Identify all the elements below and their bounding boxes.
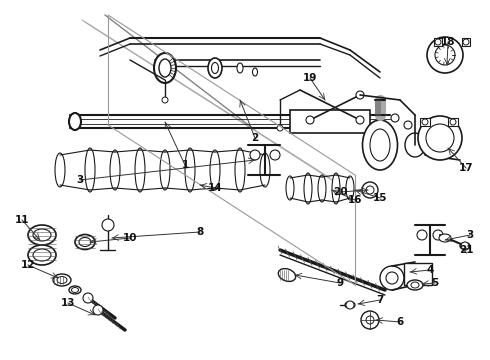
Text: 6: 6 — [396, 317, 404, 327]
Ellipse shape — [33, 249, 51, 261]
Text: 1: 1 — [181, 160, 189, 170]
Circle shape — [463, 39, 469, 45]
Ellipse shape — [332, 173, 340, 204]
Ellipse shape — [154, 53, 176, 83]
Ellipse shape — [439, 234, 451, 242]
Text: 4: 4 — [426, 265, 434, 275]
Circle shape — [356, 91, 364, 99]
Circle shape — [426, 124, 454, 152]
Text: 9: 9 — [337, 278, 343, 288]
Text: 17: 17 — [459, 163, 473, 173]
Ellipse shape — [69, 113, 81, 130]
Circle shape — [270, 150, 280, 160]
Ellipse shape — [53, 274, 71, 286]
Ellipse shape — [278, 269, 295, 282]
Ellipse shape — [411, 282, 419, 288]
Text: 16: 16 — [348, 195, 362, 205]
Circle shape — [386, 272, 398, 284]
Text: 14: 14 — [208, 183, 222, 193]
Ellipse shape — [159, 59, 171, 77]
Ellipse shape — [237, 63, 243, 73]
Circle shape — [102, 219, 114, 231]
Circle shape — [433, 230, 443, 240]
Ellipse shape — [72, 288, 78, 292]
Circle shape — [435, 45, 455, 65]
Ellipse shape — [28, 245, 56, 265]
Ellipse shape — [75, 234, 95, 249]
Text: 15: 15 — [373, 193, 387, 203]
Ellipse shape — [212, 63, 219, 73]
Text: 19: 19 — [303, 73, 317, 83]
Ellipse shape — [110, 150, 120, 190]
Ellipse shape — [185, 148, 195, 192]
Text: 12: 12 — [21, 260, 35, 270]
Text: 11: 11 — [15, 215, 29, 225]
Bar — [434, 38, 442, 46]
Circle shape — [380, 266, 404, 290]
Ellipse shape — [210, 150, 220, 190]
Circle shape — [450, 119, 456, 125]
Text: 7: 7 — [376, 295, 384, 305]
Circle shape — [250, 150, 260, 160]
Text: 20: 20 — [333, 187, 347, 197]
Ellipse shape — [235, 148, 245, 192]
Circle shape — [361, 311, 379, 329]
Text: 5: 5 — [431, 278, 439, 288]
Text: 8: 8 — [196, 227, 204, 237]
Ellipse shape — [304, 173, 312, 204]
Ellipse shape — [160, 150, 170, 190]
Text: 13: 13 — [61, 298, 75, 308]
Circle shape — [306, 116, 314, 124]
Ellipse shape — [33, 229, 51, 241]
Ellipse shape — [260, 153, 270, 187]
Bar — [290, 110, 370, 133]
Ellipse shape — [252, 68, 258, 76]
Ellipse shape — [28, 225, 56, 245]
Circle shape — [162, 97, 168, 103]
Circle shape — [404, 121, 412, 129]
Circle shape — [417, 230, 427, 240]
Text: 3: 3 — [466, 230, 474, 240]
Ellipse shape — [370, 129, 390, 161]
Ellipse shape — [85, 148, 95, 192]
Ellipse shape — [363, 120, 397, 170]
Bar — [448, 118, 458, 126]
Circle shape — [362, 182, 378, 198]
Text: 21: 21 — [459, 245, 473, 255]
Circle shape — [427, 37, 463, 73]
Ellipse shape — [460, 243, 470, 249]
Bar — [404, 263, 432, 285]
Ellipse shape — [57, 276, 67, 284]
Circle shape — [435, 39, 441, 45]
Ellipse shape — [69, 286, 81, 294]
Text: 18: 18 — [441, 37, 455, 47]
Circle shape — [422, 119, 428, 125]
Ellipse shape — [55, 153, 65, 187]
Circle shape — [418, 116, 462, 160]
Ellipse shape — [79, 238, 91, 247]
Circle shape — [461, 242, 469, 250]
Ellipse shape — [208, 58, 222, 78]
Text: 10: 10 — [123, 233, 137, 243]
Circle shape — [83, 293, 93, 303]
Ellipse shape — [407, 280, 423, 290]
Circle shape — [356, 116, 364, 124]
Bar — [462, 38, 470, 46]
Text: 2: 2 — [251, 133, 259, 143]
Circle shape — [366, 186, 374, 194]
Ellipse shape — [286, 176, 294, 200]
Circle shape — [277, 125, 283, 131]
Circle shape — [366, 316, 374, 324]
Ellipse shape — [346, 176, 354, 200]
Text: 3: 3 — [76, 175, 84, 185]
Bar — [420, 118, 430, 126]
Ellipse shape — [318, 175, 326, 202]
Ellipse shape — [345, 302, 355, 309]
Ellipse shape — [135, 148, 145, 192]
Ellipse shape — [405, 133, 425, 157]
Circle shape — [93, 305, 103, 315]
Circle shape — [391, 114, 399, 122]
Circle shape — [346, 301, 354, 309]
